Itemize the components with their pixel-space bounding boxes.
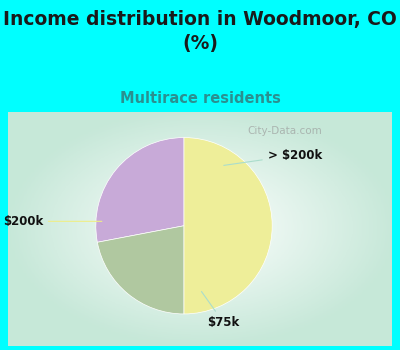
Wedge shape xyxy=(184,138,272,314)
Text: Multirace residents: Multirace residents xyxy=(120,91,280,106)
Wedge shape xyxy=(97,226,184,314)
Text: > $200k: > $200k xyxy=(224,149,322,166)
Text: Income distribution in Woodmoor, CO
(%): Income distribution in Woodmoor, CO (%) xyxy=(3,10,397,52)
Wedge shape xyxy=(96,138,184,242)
Text: $75k: $75k xyxy=(202,292,240,329)
Text: City-Data.com: City-Data.com xyxy=(247,126,322,136)
Text: $200k: $200k xyxy=(3,215,102,228)
